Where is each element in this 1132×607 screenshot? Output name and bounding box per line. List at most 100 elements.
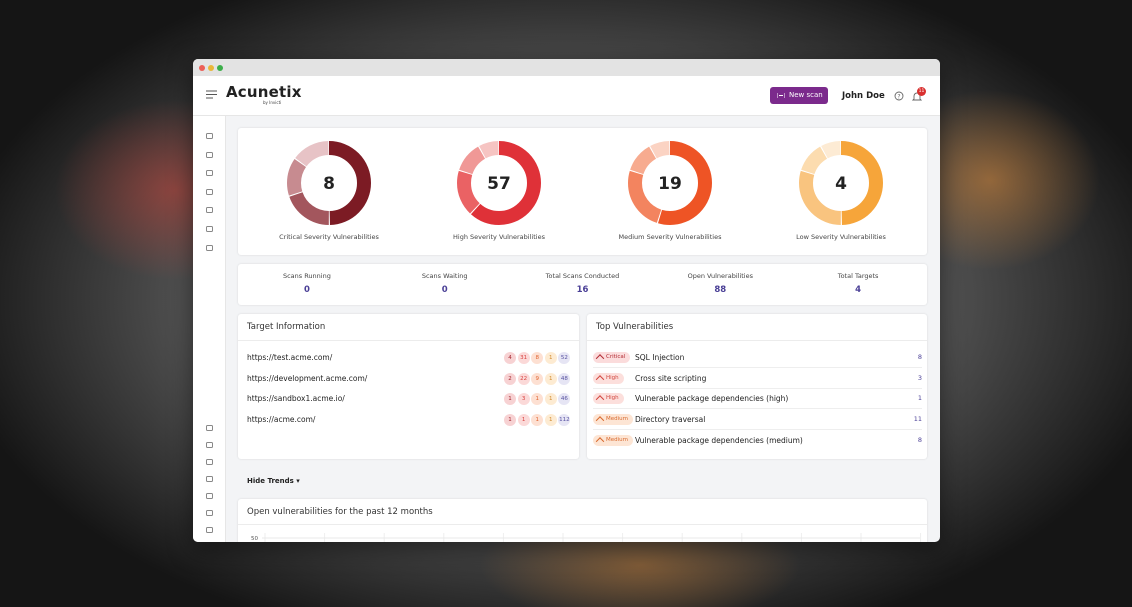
row-divider xyxy=(593,367,922,368)
count-badge: 52 xyxy=(558,352,571,364)
severity-pill: High xyxy=(593,393,624,405)
donut-value: 57 xyxy=(487,174,511,194)
sidebar-icon[interactable] xyxy=(206,459,213,465)
severity-icon xyxy=(595,436,605,446)
sidebar-icon[interactable] xyxy=(206,527,213,533)
row-divider xyxy=(593,387,922,389)
donut-value: 19 xyxy=(658,174,682,194)
severity-pill: Critical xyxy=(593,352,631,363)
count-badge: 1 xyxy=(517,414,530,427)
stat: Total Scans Conducted 16 xyxy=(514,264,652,305)
count-badge: 48 xyxy=(558,372,571,385)
donut-value: 4 xyxy=(835,174,847,194)
sidebar-icon[interactable] xyxy=(206,189,213,195)
brand: Acunetix xyxy=(226,83,302,101)
app-window: Acunetix by Invicti New scan John Doe ? … xyxy=(193,59,940,542)
target-url[interactable]: https://acme.com/ xyxy=(247,415,316,425)
stat: Total Targets 4 xyxy=(789,264,927,305)
maximize-dot[interactable] xyxy=(217,65,223,71)
toggle-label: Hide Trends xyxy=(247,477,294,485)
donut-segment xyxy=(457,141,541,225)
minimize-dot[interactable] xyxy=(208,65,214,71)
help-icon[interactable]: ? xyxy=(894,91,904,101)
severity-pill: Medium xyxy=(593,434,633,446)
stat: Open Vulnerabilities 88 xyxy=(651,264,789,305)
vulnerability-name[interactable]: Vulnerable package dependencies (high) xyxy=(635,394,789,404)
stat-label: Scans Waiting xyxy=(421,272,468,280)
close-dot[interactable] xyxy=(199,65,205,71)
count-badge: 1 xyxy=(504,414,516,427)
stat-label: Open Vulnerabilities xyxy=(687,272,753,280)
divider xyxy=(238,340,579,341)
severity-icon xyxy=(595,395,605,405)
card-title: Top Vulnerabilities xyxy=(596,322,674,332)
stat-label: Total Scans Conducted xyxy=(545,272,620,280)
sidebar-icon[interactable] xyxy=(206,133,213,139)
sidebar-icon[interactable] xyxy=(206,476,213,482)
count-badge: 3 xyxy=(517,393,530,406)
svg-text:?: ? xyxy=(897,93,900,100)
target-url[interactable]: https://test.acme.com/ xyxy=(247,353,333,362)
donut-segment xyxy=(799,141,883,225)
row-divider xyxy=(593,408,922,410)
sidebar-icon[interactable] xyxy=(206,170,213,176)
count-badge: 31 xyxy=(517,352,530,364)
donut: 57 xyxy=(457,141,541,225)
sidebar-icon[interactable] xyxy=(206,152,213,158)
target-url[interactable]: https://development.acme.com/ xyxy=(247,373,368,383)
sidebar-icon[interactable] xyxy=(206,510,213,516)
target-url[interactable]: https://sandbox1.acme.io/ xyxy=(247,394,345,404)
count-badge: 1 xyxy=(531,393,544,406)
donut: 19 xyxy=(628,141,712,225)
sidebar xyxy=(193,116,226,542)
menu-icon[interactable] xyxy=(206,90,217,99)
trends-toggle[interactable]: Hide Trends ▾ xyxy=(247,477,300,485)
stats-card: Scans Running 0 Scans Waiting 0 Total Scans … xyxy=(238,264,927,305)
count-badge: 1 xyxy=(544,414,557,427)
donut-value: 8 xyxy=(323,174,335,194)
sidebar-icon[interactable] xyxy=(206,226,213,232)
donut-label: Medium Severity Vulnerabilities xyxy=(618,233,722,241)
user-name[interactable]: John Doe xyxy=(842,91,885,101)
sidebar-icon[interactable] xyxy=(206,493,213,499)
sidebar-icon[interactable] xyxy=(206,425,213,431)
vulnerability-name[interactable]: SQL Injection xyxy=(635,353,685,362)
count-badge: 9 xyxy=(531,372,544,385)
brand-sub: by Invicti xyxy=(263,100,282,105)
y-tick-label: 50 xyxy=(251,536,258,542)
severity-label: Critical xyxy=(606,354,626,360)
count-badge: 22 xyxy=(517,372,530,385)
severity-label: Medium xyxy=(606,436,628,443)
count-badge: 4 xyxy=(504,352,516,364)
divider xyxy=(587,340,927,341)
trend-chart: 50 xyxy=(251,533,922,542)
sidebar-icon[interactable] xyxy=(206,245,213,251)
severity-icon xyxy=(595,416,605,425)
severity-card: 8 Critical Severity Vulnerabilities 57 High… xyxy=(238,128,927,255)
vulnerability-count: 8 xyxy=(917,435,922,444)
new-scan-button[interactable]: New scan xyxy=(770,87,828,104)
vulnerabilities-card: Top Vulnerabilities Critical SQL Injectio… xyxy=(587,314,927,459)
vulnerability-name[interactable]: Directory traversal xyxy=(635,415,706,425)
vulnerability-name[interactable]: Cross site scripting xyxy=(635,373,707,383)
donut-segment xyxy=(799,141,883,225)
sidebar-icon[interactable] xyxy=(206,442,213,448)
notification-badge: 11 xyxy=(917,87,926,96)
trends-card: Open vulnerabilities for the past 12 mon… xyxy=(238,499,927,542)
donut: 4 xyxy=(799,141,883,225)
stat-value: 88 xyxy=(714,285,727,295)
vulnerability-count: 8 xyxy=(917,353,922,361)
donut-label: Critical Severity Vulnerabilities xyxy=(279,233,379,241)
stat-value: 4 xyxy=(855,285,862,295)
sidebar-icon[interactable] xyxy=(206,207,213,213)
count-badge: 46 xyxy=(558,393,571,406)
donut-label: High Severity Vulnerabilities xyxy=(453,233,545,241)
donut-segment xyxy=(628,141,712,225)
vulnerability-name[interactable]: Vulnerable package dependencies (medium) xyxy=(635,435,803,445)
severity-icon xyxy=(595,374,605,384)
targets-card: Target Information https://test.acme.com… xyxy=(238,314,579,459)
row-divider xyxy=(593,429,922,431)
button-label: New scan xyxy=(789,91,823,99)
donut-segment xyxy=(628,141,712,225)
